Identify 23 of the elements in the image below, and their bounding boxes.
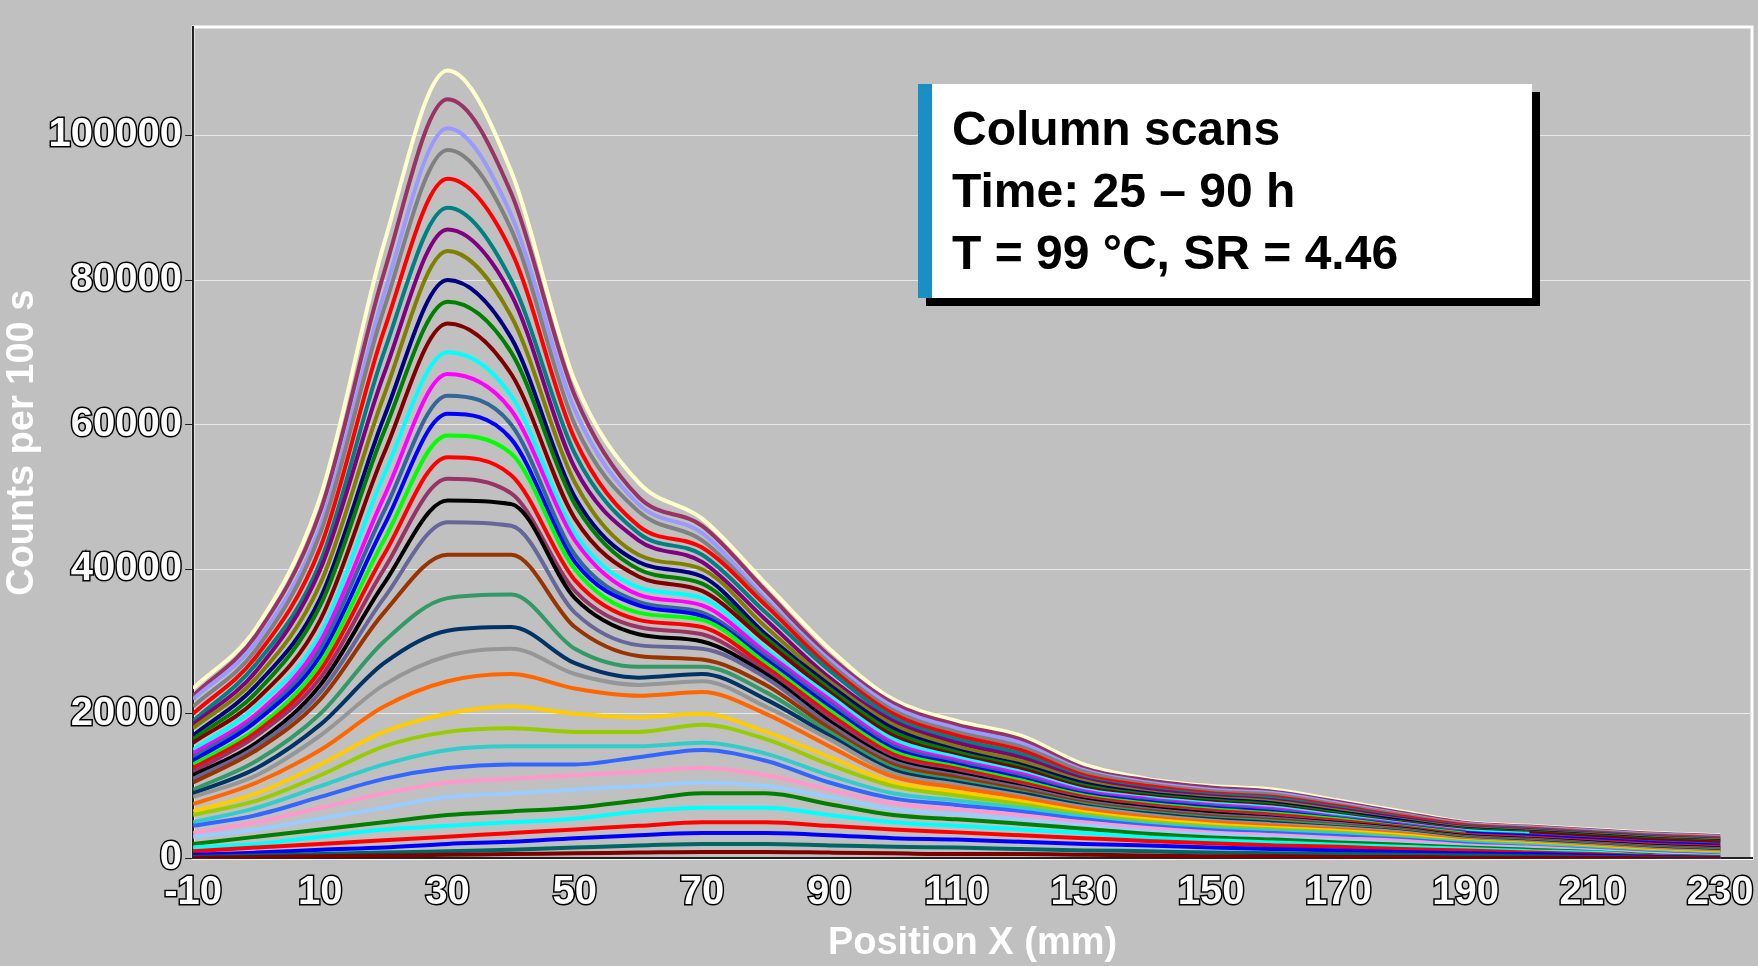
- annotation: T = 99 °C, SR = 4.46: [952, 225, 1399, 281]
- y-tick-label: 100000: [48, 110, 183, 155]
- y-axis-title: Counts per 100 s: [0, 289, 42, 596]
- x-tick-label: 230: [1686, 868, 1754, 913]
- x-tick-label: 210: [1559, 868, 1627, 913]
- x-tick-label: 10: [298, 868, 343, 913]
- y-tick-label: 40000: [70, 544, 183, 589]
- y-tick-label: 20000: [70, 688, 183, 733]
- x-tick-label: 90: [807, 868, 852, 913]
- x-tick-label: 50: [552, 868, 598, 913]
- x-tick-label: 150: [1177, 868, 1245, 913]
- x-tick-label: 70: [679, 868, 725, 913]
- y-tick-label: 60000: [70, 399, 183, 444]
- annotation: Time: 25 – 90 h: [952, 163, 1297, 219]
- x-tick-label: 190: [1432, 868, 1500, 913]
- x-axis-title: Position X (mm): [827, 919, 1118, 962]
- x-tick-label: 30: [425, 868, 470, 913]
- annotation: Column scans: [952, 101, 1282, 157]
- x-tick-label: 110: [924, 868, 989, 913]
- y-tick-label: 80000: [70, 255, 183, 300]
- x-tick-label: 170: [1305, 868, 1372, 913]
- x-tick-label: 130: [1050, 868, 1118, 913]
- line-series: [193, 849, 1723, 859]
